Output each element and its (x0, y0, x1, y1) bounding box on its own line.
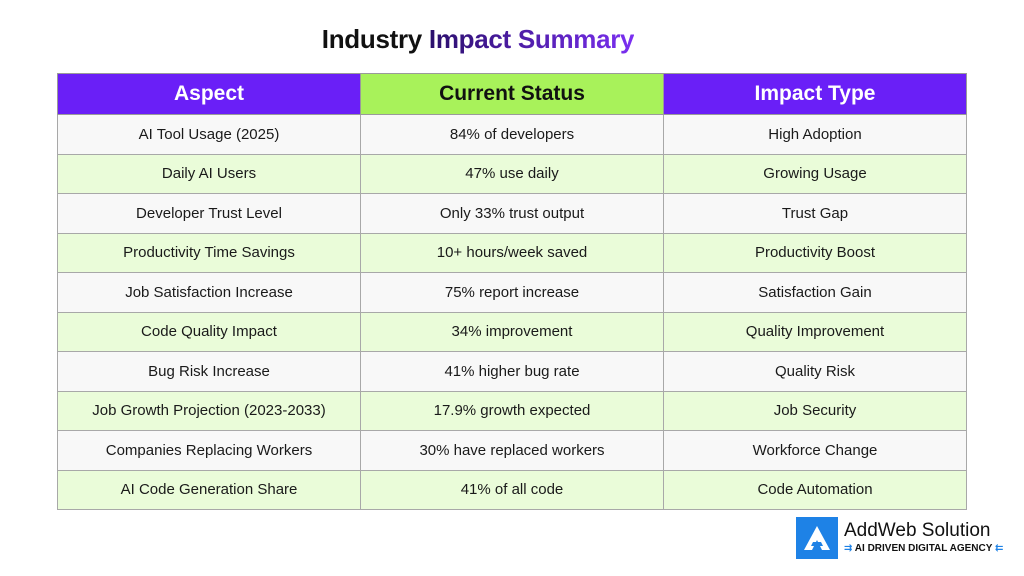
table-row: Job Growth Projection (2023-2033) 17.9% g… (57, 390, 967, 431)
circuit-icon-right: ⇇ (992, 543, 1004, 554)
logo-tagline: AI DRIVEN DIGITAL AGENCY (854, 543, 993, 554)
cell-aspect: Job Satisfaction Increase (57, 272, 361, 313)
table-row: AI Code Generation Share 41% of all code C… (57, 469, 967, 510)
cell-current-status: 17.9% growth expected (360, 390, 664, 431)
table-header-row: Aspect Current Status Impact Type (57, 73, 967, 115)
cell-current-status: 47% use daily (360, 153, 664, 194)
cell-aspect: Code Quality Impact (57, 311, 361, 352)
table-row: Code Quality Impact 34% improvement Qualit… (57, 311, 967, 352)
cell-current-status: 41% higher bug rate (360, 351, 664, 392)
cell-current-status: 41% of all code (360, 469, 664, 510)
cell-aspect: Companies Replacing Workers (57, 430, 361, 471)
header-current-status: Current Status (360, 73, 664, 115)
cell-current-status: 34% improvement (360, 311, 664, 352)
addweb-logo: AddWeb Solution ⇉ AI DRIVEN DIGITAL AGEN… (796, 517, 1003, 559)
logo-name: AddWeb Solution (844, 520, 991, 541)
table-row: Productivity Time Savings 10+ hours/week … (57, 232, 967, 273)
cell-impact-type: Satisfaction Gain (663, 272, 967, 313)
table-row: Daily AI Users 47% use daily Growing Usage (57, 153, 967, 194)
impact-summary-table: Aspect Current Status Impact Type AI Too… (57, 73, 967, 510)
cell-impact-type: Quality Risk (663, 351, 967, 392)
cell-aspect: Productivity Time Savings (57, 232, 361, 273)
cell-impact-type: Productivity Boost (663, 232, 967, 273)
table-row: Developer Trust Level Only 33% trust outp… (57, 193, 967, 234)
cell-aspect: AI Code Generation Share (57, 469, 361, 510)
cell-impact-type: Code Automation (663, 469, 967, 510)
cell-impact-type: Quality Improvement (663, 311, 967, 352)
table-row: Job Satisfaction Increase 75% report incr… (57, 272, 967, 313)
title-part-1: Industry (321, 24, 422, 54)
cell-impact-type: Trust Gap (663, 193, 967, 234)
cell-impact-type: High Adoption (663, 114, 967, 155)
cell-impact-type: Job Security (663, 390, 967, 431)
header-impact-type: Impact Type (663, 73, 967, 115)
cell-current-status: 30% have replaced workers (360, 430, 664, 471)
cell-impact-type: Workforce Change (663, 430, 967, 471)
cell-aspect: Daily AI Users (57, 153, 361, 194)
cell-impact-type: Growing Usage (663, 153, 967, 194)
title-part-2: Impact Summary (428, 24, 635, 54)
cell-current-status: Only 33% trust output (360, 193, 664, 234)
cell-current-status: 10+ hours/week saved (360, 232, 664, 273)
cell-current-status: 75% report increase (360, 272, 664, 313)
cell-aspect: Bug Risk Increase (57, 351, 361, 392)
table-row: AI Tool Usage (2025) 84% of developers Hig… (57, 114, 967, 155)
table-row: Companies Replacing Workers 30% have repl… (57, 430, 967, 471)
cell-aspect: Job Growth Projection (2023-2033) (57, 390, 361, 431)
header-aspect: Aspect (57, 73, 361, 115)
cell-current-status: 84% of developers (360, 114, 664, 155)
addweb-a-logo-icon (796, 517, 838, 559)
cell-aspect: AI Tool Usage (2025) (57, 114, 361, 155)
circuit-icon-left: ⇉ (844, 543, 855, 554)
page-title: Industry Impact Summary (0, 24, 956, 55)
table-row: Bug Risk Increase 41% higher bug rate Qual… (57, 351, 967, 392)
cell-aspect: Developer Trust Level (57, 193, 361, 234)
